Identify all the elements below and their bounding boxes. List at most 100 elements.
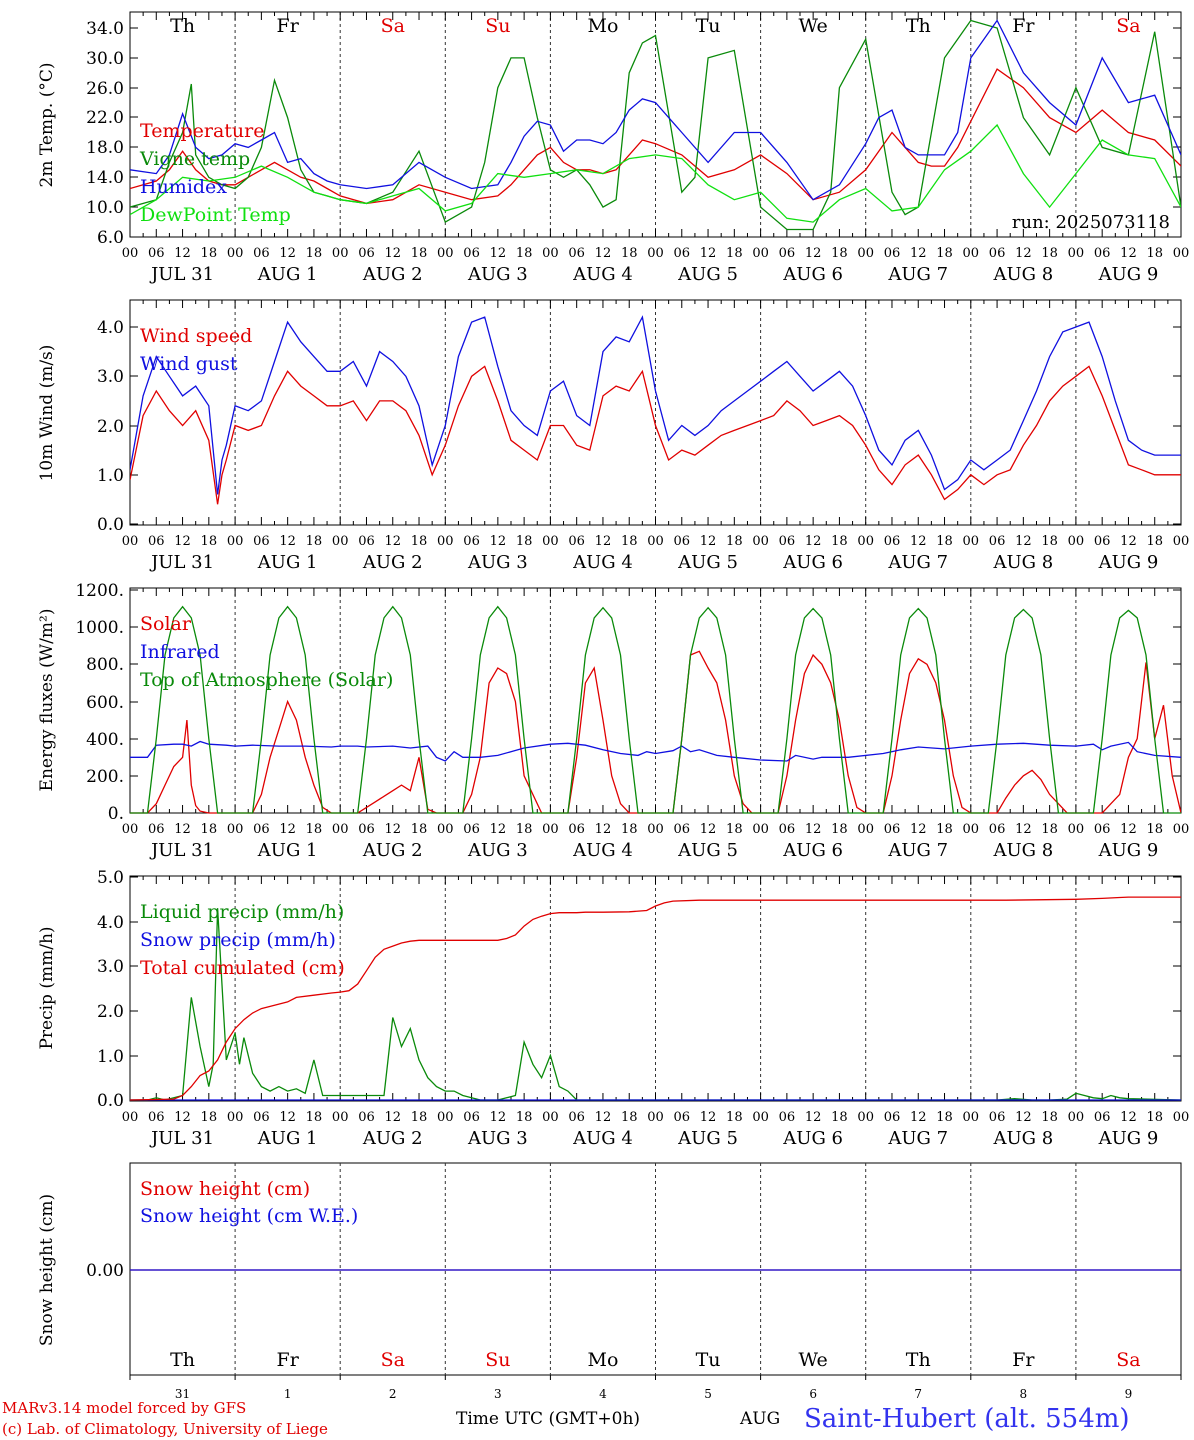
y-tick-label: 2.0 xyxy=(97,417,124,437)
hour-tick-label: 18 xyxy=(306,246,323,261)
hour-tick-label: 00 xyxy=(647,534,664,549)
hour-tick-label: 06 xyxy=(674,246,691,261)
series-line-infrared xyxy=(130,740,1181,762)
hour-tick-label: 18 xyxy=(516,534,533,549)
hour-tick-label: 18 xyxy=(201,246,218,261)
hour-tick-label: 12 xyxy=(910,822,927,837)
y-tick-label: 0.0 xyxy=(97,1091,124,1111)
hour-tick-label: 00 xyxy=(437,246,454,261)
day-number: 7 xyxy=(914,1387,922,1401)
date-label: AUG 1 xyxy=(257,1128,318,1149)
date-label: AUG 5 xyxy=(677,1128,738,1149)
weekday-label: Sa xyxy=(381,15,405,37)
legend-entry: Vigne temp xyxy=(139,148,250,170)
hour-tick-label: 06 xyxy=(253,246,270,261)
date-label: AUG 6 xyxy=(782,840,843,861)
hour-tick-label: 12 xyxy=(384,534,401,549)
hour-tick-label: 06 xyxy=(358,822,375,837)
hour-tick-label: 12 xyxy=(1120,822,1137,837)
date-label: AUG 8 xyxy=(992,552,1053,573)
date-label: AUG 2 xyxy=(362,840,423,861)
hour-tick-label: 06 xyxy=(568,1110,585,1125)
hour-tick-label: 18 xyxy=(1146,246,1163,261)
hour-tick-label: 18 xyxy=(201,1110,218,1125)
hour-tick-label: 00 xyxy=(542,822,559,837)
hour-tick-label: 06 xyxy=(1094,822,1111,837)
hour-tick-label: 12 xyxy=(174,1110,191,1125)
y-tick-label: 30.0 xyxy=(86,49,124,69)
y-tick-label: 1.0 xyxy=(97,466,124,486)
hour-tick-label: 12 xyxy=(384,1110,401,1125)
hour-tick-label: 12 xyxy=(1120,246,1137,261)
date-label: AUG 4 xyxy=(572,552,633,573)
date-label: AUG 7 xyxy=(887,840,948,861)
y-tick-label: 1200. xyxy=(75,581,124,601)
hour-tick-label: 00 xyxy=(437,822,454,837)
legend-entry: Infrared xyxy=(140,641,220,663)
hour-tick-label: 06 xyxy=(884,246,901,261)
hour-tick-label: 12 xyxy=(490,1110,507,1125)
weekday-labels-bottom: Th 31 Fr 1 Sa 2 Su 3 Mo 4 Tu 5 We 6 Th 7 Fr 8 Sa 9 xyxy=(129,1349,1182,1401)
weekday-label: Sa xyxy=(1116,15,1140,37)
date-label: AUG 5 xyxy=(677,552,738,573)
hour-tick-label: 00 xyxy=(1068,246,1085,261)
hour-tick-label: 06 xyxy=(253,1110,270,1125)
day-number: 3 xyxy=(494,1387,502,1401)
hour-tick-label: 18 xyxy=(1041,822,1058,837)
day-number: 6 xyxy=(809,1387,817,1401)
y-tick-label: 0. xyxy=(108,804,124,824)
hour-tick-label: 18 xyxy=(831,246,848,261)
hour-tick-label: 12 xyxy=(595,534,612,549)
y-tick-label: 10.0 xyxy=(86,198,124,218)
hour-tick-label: 06 xyxy=(568,246,585,261)
hour-tick-label: 12 xyxy=(910,246,927,261)
weekday-label: Th xyxy=(906,15,931,37)
wind-panel: 4.0 3.0 2.0 1.0 0.0 10m Wind (m/s) Wind speed W… xyxy=(37,299,1189,573)
weekday-label: Su xyxy=(485,15,510,37)
hour-tick-label: 12 xyxy=(1015,822,1032,837)
y-tick-label: 400. xyxy=(86,730,124,750)
date-label: AUG 6 xyxy=(782,264,843,285)
hour-tick-label: 06 xyxy=(989,246,1006,261)
hour-tick-label: 12 xyxy=(1120,1110,1137,1125)
weekday-label: Th xyxy=(170,1349,195,1371)
weekday-label: Sa xyxy=(1116,1349,1140,1371)
weekday-label: Mo xyxy=(587,1349,618,1371)
hour-tick-label: 18 xyxy=(726,246,743,261)
hour-tick-label: 00 xyxy=(332,534,349,549)
day-number: 31 xyxy=(175,1387,190,1401)
hour-tick-label: 18 xyxy=(516,822,533,837)
legend-entry: Snow precip (mm/h) xyxy=(140,929,336,951)
hour-tick-label: 12 xyxy=(910,534,927,549)
hour-tick-label: 06 xyxy=(884,822,901,837)
footer-month: AUG xyxy=(739,1409,780,1429)
date-label: AUG 9 xyxy=(1098,840,1159,861)
hour-tick-label: 12 xyxy=(384,822,401,837)
hour-tick-label: 12 xyxy=(279,534,296,549)
legend-entry: Snow height (cm) xyxy=(140,1178,310,1200)
y-axis-label: 10m Wind (m/s) xyxy=(37,345,57,482)
hour-tick-label: 00 xyxy=(122,246,139,261)
run-annotation: run: 2025073118 xyxy=(1012,212,1170,233)
hour-tick-label: 18 xyxy=(726,534,743,549)
y-tick-label: 0.0 xyxy=(97,515,124,535)
date-label: AUG 6 xyxy=(782,552,843,573)
hour-tick-label: 18 xyxy=(411,822,428,837)
y-tick-label: 1.0 xyxy=(97,1047,124,1067)
date-label: AUG 5 xyxy=(677,264,738,285)
hour-tick-label: 06 xyxy=(989,1110,1006,1125)
y-tick-label: 2.0 xyxy=(97,1002,124,1022)
legend-entry: Top of Atmosphere (Solar) xyxy=(140,669,393,691)
legend-entry: Total cumulated (cm) xyxy=(140,957,345,979)
weekday-labels-top: Th Fr Sa Su Mo Tu We Th Fr Sa xyxy=(170,15,1141,37)
hour-tick-label: 00 xyxy=(227,822,244,837)
day-number: 8 xyxy=(1020,1387,1028,1401)
hour-tick-label: 12 xyxy=(805,246,822,261)
hour-tick-label: 00 xyxy=(752,534,769,549)
hour-tick-label: 18 xyxy=(726,822,743,837)
y-tick-label: 6.0 xyxy=(97,228,124,248)
legend-entry: Snow height (cm W.E.) xyxy=(140,1205,358,1227)
series-line-wind-gust xyxy=(130,315,1181,495)
hour-tick-label: 00 xyxy=(122,1110,139,1125)
hour-tick-label: 18 xyxy=(936,1110,953,1125)
